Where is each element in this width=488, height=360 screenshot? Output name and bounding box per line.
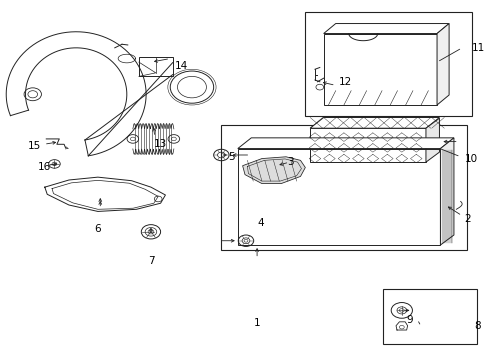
Polygon shape	[309, 117, 439, 128]
Bar	[305, 12, 471, 116]
Text: 13: 13	[153, 139, 166, 149]
Bar	[382, 289, 476, 344]
Text: 1: 1	[253, 318, 260, 328]
Polygon shape	[425, 118, 439, 162]
Text: 11: 11	[471, 43, 484, 53]
Text: 8: 8	[473, 321, 480, 332]
Text: 9: 9	[406, 315, 412, 325]
Polygon shape	[323, 23, 448, 33]
Text: 4: 4	[257, 218, 263, 228]
Text: 16: 16	[38, 162, 51, 172]
Polygon shape	[440, 138, 453, 245]
Text: 2: 2	[464, 214, 470, 224]
Polygon shape	[436, 23, 448, 105]
Bar	[237, 149, 440, 245]
Text: 15: 15	[28, 141, 41, 151]
Bar	[139, 57, 172, 76]
Text: 3: 3	[287, 157, 294, 167]
Text: 14: 14	[175, 61, 188, 71]
Text: 10: 10	[464, 154, 477, 163]
Polygon shape	[237, 138, 453, 149]
Bar	[323, 33, 436, 105]
Polygon shape	[242, 157, 305, 184]
Text: 6: 6	[94, 224, 101, 234]
Text: 12: 12	[338, 77, 352, 87]
Bar	[309, 128, 425, 162]
Text: 7: 7	[147, 256, 154, 266]
Text: 5: 5	[228, 152, 234, 162]
Bar	[221, 125, 466, 249]
